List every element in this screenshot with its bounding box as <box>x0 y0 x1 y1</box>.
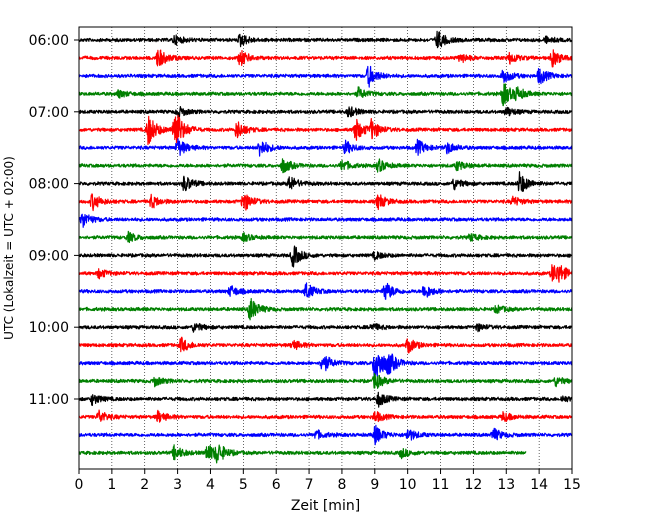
trace-1015 <box>78 336 573 354</box>
y-tick-label: 10:00 <box>29 320 69 336</box>
trace-0830 <box>78 213 573 228</box>
trace-0615 <box>78 49 573 68</box>
x-tick-label: 6 <box>272 477 281 493</box>
y-tick-label: 09:00 <box>29 248 69 264</box>
trace-0645 <box>78 83 573 107</box>
trace-0815 <box>78 193 573 212</box>
trace-1115 <box>78 409 573 423</box>
trace-0800 <box>78 171 573 192</box>
x-axis-label: Zeit [min] <box>291 498 360 514</box>
trace-0700 <box>78 106 573 119</box>
trace-0600 <box>78 30 573 49</box>
y-axis-label: UTC (Lokalzeit = UTC + 02:00) <box>2 156 16 340</box>
y-tick-label: 07:00 <box>29 105 69 121</box>
trace-1045 <box>78 372 573 389</box>
x-tick-label: 7 <box>305 477 314 493</box>
x-tick-label: 10 <box>399 477 417 493</box>
trace-0845 <box>78 230 573 244</box>
x-tick-label: 2 <box>140 477 149 493</box>
trace-0945 <box>78 298 573 321</box>
x-tick-label: 8 <box>337 477 346 493</box>
x-tick-label: 5 <box>239 477 248 493</box>
x-tick-label: 11 <box>432 477 450 493</box>
trace-1000 <box>78 323 573 333</box>
trace-1145 <box>78 444 527 464</box>
trace-1030 <box>78 353 573 383</box>
x-tick-label: 1 <box>107 477 116 493</box>
x-tick-label: 4 <box>206 477 215 493</box>
x-tick-label: 12 <box>464 477 482 493</box>
y-tick-label: 11:00 <box>29 392 69 408</box>
x-tick-label: 13 <box>497 477 515 493</box>
y-tick-label: 06:00 <box>29 33 69 49</box>
trace-0900 <box>78 245 573 268</box>
trace-0715 <box>78 114 573 146</box>
x-tick-label: 9 <box>370 477 379 493</box>
trace-1130 <box>78 424 573 446</box>
x-tick-label: 15 <box>563 477 581 493</box>
x-tick-label: 0 <box>75 477 84 493</box>
x-tick-label: 3 <box>173 477 182 493</box>
plot-frame <box>78 26 573 470</box>
y-tick-label: 08:00 <box>29 177 69 193</box>
trace-0630 <box>78 65 573 88</box>
trace-0915 <box>78 264 573 283</box>
trace-1100 <box>78 391 573 408</box>
trace-0745 <box>78 158 573 174</box>
plot-area <box>79 27 572 469</box>
trace-0730 <box>78 138 573 157</box>
trace-0930 <box>78 282 573 300</box>
x-tick-label: 14 <box>530 477 548 493</box>
